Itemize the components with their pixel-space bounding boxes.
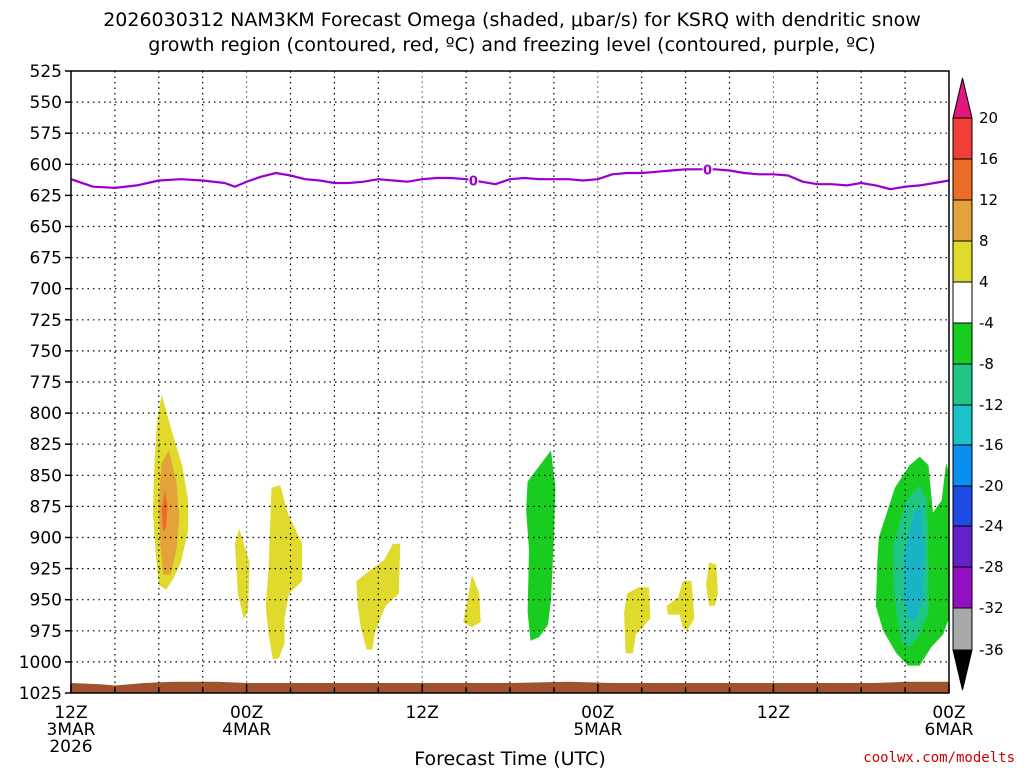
chart-title-line-1: 2026030312 NAM3KM Forecast Omega (shaded… [103,9,921,31]
y-tick-label-800: 800 [30,404,62,424]
colorbar-bin-below-min [952,649,973,691]
chart-title-line-2: growth region (contoured, red, ºC) and f… [148,34,875,56]
colorbar-label--8: -8 [979,355,994,373]
omega-shading [152,394,949,666]
colorbar-bin-above-max [952,77,973,119]
freezing-label-bg-0 [468,173,479,188]
freezing-level-label-0: 0 [469,174,478,189]
omega-region-7 [526,450,556,641]
y-tick-label-875: 875 [30,497,62,517]
freezing-level-contour: 00 [70,162,950,191]
y-tick-label-625: 625 [30,186,62,206]
x-tick-label-60-1: 00Z [932,703,965,723]
colorbar-label--20: -20 [979,477,1004,495]
colorbar-label--36: -36 [979,641,1004,659]
x-tick-label-0-3: 2026 [49,737,92,757]
colorbar-bin--12 [952,363,973,406]
colorbar-bin--4 [952,281,973,324]
omega-region-4 [265,485,303,660]
colorbar-label--16: -16 [979,436,1004,454]
y-tick-label-750: 750 [30,342,62,362]
x-tick-label-0-1: 12Z [54,703,87,723]
x-tick-label-60-2: 6MAR [925,720,974,740]
omega-region-9 [666,581,695,631]
freezing-label-bg-1 [702,162,713,177]
colorbar-label-4: 4 [979,273,989,291]
y-tick-label-600: 600 [30,155,62,175]
colorbar-bin--24 [952,485,973,527]
y-tick-label-525: 525 [30,62,62,82]
colorbar-label--4: -4 [979,314,994,332]
colorbar-bin-12 [952,158,973,201]
colorbar-label-8: 8 [979,232,989,250]
y-tick-label-650: 650 [30,218,62,238]
colorbar-label--28: -28 [979,558,1004,576]
omega-region-2 [161,490,168,532]
colorbar-bin--20 [952,444,973,487]
x-tick-label-48-1: 12Z [757,703,790,723]
colorbar-bin--28 [952,525,973,568]
y-tick-label-1000: 1000 [19,653,62,673]
colorbar-label-12: 12 [979,191,998,209]
colorbar-label--12: -12 [979,396,1004,414]
colorbar-bin--32 [952,566,973,609]
omega-region-3 [234,528,250,619]
x-tick-label-12-2: 4MAR [222,720,271,740]
y-tick-label-925: 925 [30,560,62,580]
y-tick-label-825: 825 [30,435,62,455]
y-tick-label-725: 725 [30,311,62,331]
omega-region-6 [463,574,481,628]
x-tick-label-36-2: 5MAR [573,720,622,740]
y-tick-label-775: 775 [30,373,62,393]
omega-region-8 [624,587,651,654]
colorbar-label-20: 20 [979,109,998,127]
grid-lines [71,71,949,693]
freezing-level-label-1: 0 [703,163,712,178]
colorbar-bin--16 [952,404,973,446]
y-tick-label-950: 950 [30,591,62,611]
y-tick-label-675: 675 [30,249,62,269]
y-tick-label-900: 900 [30,529,62,549]
omega-region-1 [158,450,180,575]
colorbar-bin-16 [952,117,973,160]
freezing-level-line [70,168,950,191]
colorbar-bin--8 [952,322,973,365]
y-tick-label-850: 850 [30,466,62,486]
colorbar-bin-8 [952,199,973,242]
x-tick-label-36-1: 00Z [581,703,614,723]
y-tick-label-700: 700 [30,280,62,300]
colorbar-bin-4 [952,240,973,283]
colorbar-bin--36 [952,607,973,651]
y-tick-label-550: 550 [30,93,62,113]
y-tick-label-575: 575 [30,124,62,144]
omega-region-10 [706,562,718,606]
x-tick-label-24-1: 12Z [406,703,439,723]
y-tick-label-1025: 1025 [19,684,62,704]
colorbar: -36 -32 -28 -24 -20 -16 -12 -8 -4 4 8 12 16 20 [952,77,1004,691]
credit-text: coolwx.com/modelts [863,750,1015,766]
x-axis-label: Forecast Time (UTC) [414,748,605,768]
omega-region-13 [903,506,925,623]
x-tick-label-0-2: 3MAR [47,720,96,740]
y-tick-label-975: 975 [30,622,62,642]
colorbar-label--32: -32 [979,599,1004,617]
colorbar-label-16: 16 [979,150,998,168]
colorbar-label--24: -24 [979,517,1004,535]
x-tick-label-12-1: 00Z [230,703,263,723]
omega-region-5 [356,543,401,650]
y-axis: 525 550 575 600 625 650 675 700 725 750 775 800 825 8… [19,62,71,704]
